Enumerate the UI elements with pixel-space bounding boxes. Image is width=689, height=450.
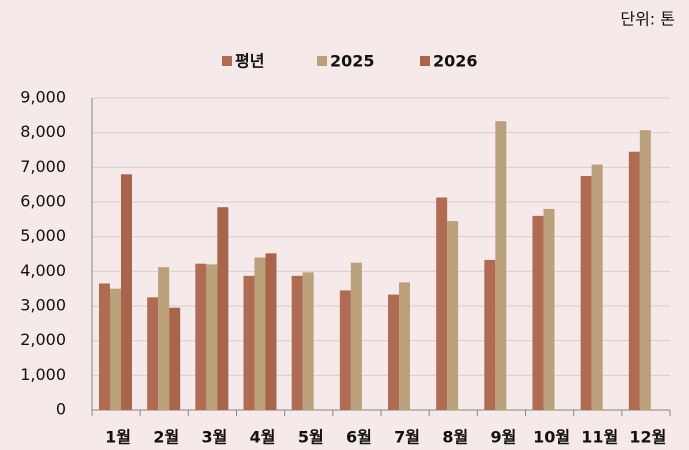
bar	[495, 121, 507, 410]
bar	[291, 275, 303, 410]
legend-label: 2026	[433, 52, 478, 71]
bar	[580, 176, 592, 410]
x-tick-label: 3월	[201, 428, 227, 447]
bar	[158, 267, 170, 410]
bar	[339, 290, 351, 410]
x-tick-label: 4월	[250, 428, 276, 447]
bar	[121, 174, 132, 410]
y-tick-label: 3,000	[20, 296, 66, 315]
bar	[399, 282, 410, 410]
x-tick-label: 12월	[629, 428, 666, 447]
x-tick-label: 10월	[533, 428, 570, 447]
bar	[628, 151, 640, 410]
bar	[254, 257, 266, 410]
bar	[195, 263, 207, 410]
y-tick-label: 5,000	[20, 226, 66, 245]
y-tick-label: 4,000	[20, 261, 66, 280]
y-tick-label: 2,000	[20, 330, 66, 349]
y-tick-label: 8,000	[20, 122, 66, 141]
unit-note: 단위: 톤	[620, 10, 675, 29]
bar	[350, 262, 362, 410]
y-tick-label: 6,000	[20, 192, 66, 211]
x-tick-label: 9월	[490, 428, 516, 447]
bar	[265, 253, 277, 410]
bar	[302, 272, 314, 410]
bar	[206, 264, 218, 410]
bar	[388, 294, 399, 410]
bar	[110, 288, 121, 410]
x-tick-label: 11월	[581, 428, 618, 447]
legend-label: 평년	[235, 52, 264, 71]
bar	[484, 259, 496, 410]
legend-label: 2025	[330, 52, 375, 71]
bar	[217, 207, 229, 410]
x-tick-label: 1월	[105, 428, 131, 447]
bar	[591, 164, 603, 410]
y-tick-label: 0	[56, 400, 66, 419]
bar	[436, 197, 448, 410]
x-tick-label: 5월	[298, 428, 324, 447]
bar	[639, 130, 651, 411]
bar	[243, 275, 255, 410]
y-tick-label: 1,000	[20, 365, 66, 384]
y-tick-label: 7,000	[20, 157, 66, 176]
x-tick-label: 2월	[153, 428, 179, 447]
bar	[532, 215, 544, 410]
bar	[99, 283, 110, 410]
legend-swatch	[222, 56, 232, 66]
legend-swatch	[420, 56, 430, 66]
y-tick-label: 9,000	[20, 88, 66, 107]
bar	[543, 208, 555, 410]
x-tick-label: 7월	[394, 428, 420, 447]
x-tick-label: 6월	[346, 428, 372, 447]
bar	[169, 307, 181, 410]
bar	[147, 297, 159, 410]
legend-swatch	[317, 56, 327, 66]
bar	[447, 221, 459, 410]
x-tick-label: 8월	[442, 428, 468, 447]
